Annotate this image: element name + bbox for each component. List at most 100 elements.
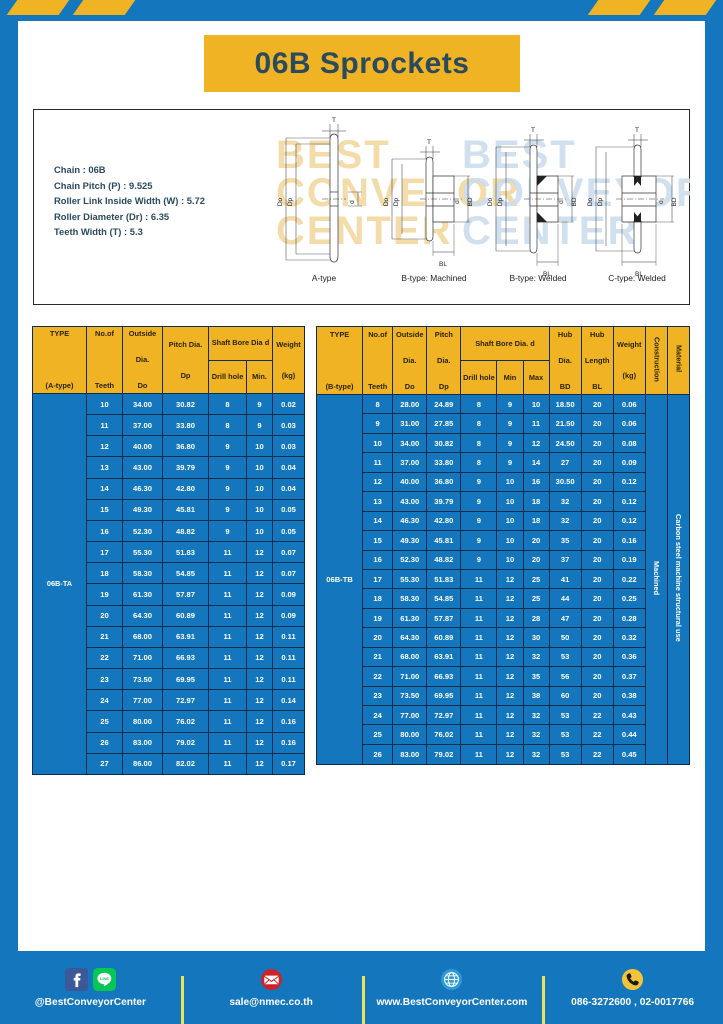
email-icon[interactable] (260, 968, 283, 991)
svg-text:BD: BD (467, 197, 474, 206)
cell-teeth: 11 (86, 414, 123, 437)
th-b-weight: Weight (kg) (612, 326, 646, 395)
globe-icon[interactable] (440, 968, 463, 991)
cell-teeth: 21 (362, 646, 394, 668)
table-row: 21 68.00 63.91 11 12 32 53 20 0.36 (317, 646, 690, 668)
cell-min: 12 (496, 685, 524, 707)
table-row: 16 52.30 48.82 9 10 20 37 20 0.19 (317, 549, 690, 570)
table-b-type: TYPE (B-type) No.of Teeth (315, 326, 691, 765)
drawing-b-type-welded: T Do Dp d BD BL B-type: Welded (484, 114, 592, 283)
cell-teeth: 23 (362, 685, 394, 707)
cell-teeth: 17 (86, 541, 123, 564)
footer-social: LINE @BestConveyorCenter (0, 968, 181, 1008)
cell-bd: 32 (548, 491, 582, 512)
th-a-type: TYPE (A-type) (32, 326, 87, 394)
table-row: 20 64.30 60.89 11 12 0.09 (33, 604, 305, 627)
cell-drill: 11 (460, 607, 498, 629)
cell-max: 16 (522, 471, 550, 493)
cell-construction: Machined (644, 394, 668, 765)
cell-teeth: 26 (362, 743, 394, 765)
footer-email: sale@nmec.co.th (180, 968, 362, 1024)
cell-drill: 8 (460, 393, 498, 415)
cell-do: 34.00 (392, 432, 428, 454)
cell-drill: 11 (460, 743, 498, 765)
cell-drill: 8 (460, 452, 498, 473)
facebook-icon[interactable] (64, 968, 88, 991)
cell-drill: 9 (460, 510, 498, 532)
table-row: 17 55.30 51.83 11 12 0.07 (33, 541, 305, 564)
cell-weight: 0.07 (272, 541, 305, 564)
cell-weight: 0.11 (272, 646, 305, 670)
cell-teeth: 20 (362, 627, 394, 648)
cell-dp: 33.80 (162, 414, 209, 437)
cell-dp: 54.85 (162, 562, 209, 585)
cell-bd: 53 (548, 646, 582, 668)
cell-drill: 11 (460, 724, 498, 745)
cell-do: 80.00 (122, 710, 163, 733)
cell-min: 12 (246, 710, 273, 733)
th-a-pitch-dia: Pitch Dia. Dp (162, 326, 209, 394)
svg-text:d: d (454, 200, 461, 204)
cell-bl: 20 (580, 393, 614, 415)
cell-bd: 53 (548, 704, 582, 726)
svg-text:T: T (427, 139, 431, 146)
cell-bd: 53 (548, 743, 582, 765)
cell-teeth: 24 (86, 689, 123, 712)
cell-min: 12 (496, 588, 524, 609)
corner-stripe-2 (72, 0, 136, 15)
cell-drill: 11 (460, 588, 498, 609)
cell-min: 12 (496, 627, 524, 648)
cell-teeth: 18 (362, 588, 394, 609)
cell-do: 61.30 (122, 583, 163, 606)
cell-min: 12 (246, 668, 273, 691)
cell-bl: 22 (580, 704, 614, 726)
line-icon[interactable]: LINE (92, 968, 116, 991)
corner-stripe-1 (6, 0, 70, 15)
cell-drill: 9 (460, 549, 498, 570)
cell-weight: 0.45 (612, 743, 646, 765)
cell-min: 10 (246, 435, 273, 458)
cell-teeth: 22 (362, 666, 394, 687)
cell-dp: 42.80 (162, 477, 209, 500)
th-a-drill-hole: Drill hole (208, 359, 247, 394)
cell-weight: 0.17 (272, 752, 305, 776)
cell-max: 32 (522, 743, 550, 765)
cell-dp: 76.02 (162, 710, 209, 733)
cell-drill: 9 (208, 435, 247, 458)
th-b-pitch-dia: Pitch Dia. Dp (426, 326, 462, 395)
cell-teeth: 26 (86, 731, 123, 754)
cell-drill: 11 (208, 604, 247, 627)
cell-min: 12 (496, 666, 524, 687)
cell-drill: 11 (460, 666, 498, 687)
table-row: 25 80.00 76.02 11 12 32 53 22 0.44 (317, 724, 690, 745)
cell-dp: 48.82 (426, 549, 462, 570)
cell-drill: 11 (208, 752, 247, 776)
cell-max: 30 (522, 627, 550, 648)
svg-text:Dp: Dp (287, 197, 294, 206)
cell-bl: 20 (580, 588, 614, 609)
cell-bl: 20 (580, 549, 614, 570)
content-sheet: 06B Sprockets Chain : 06B Chain Pitch (P… (18, 21, 705, 951)
contact-footer: LINE @BestConveyorCenter sale@nmec.co.th (0, 951, 723, 1024)
cell-min: 12 (246, 646, 273, 670)
cell-do: 43.00 (122, 456, 163, 479)
cell-teeth: 18 (86, 562, 123, 585)
chain-spec-list: Chain : 06B Chain Pitch (P) : 9.525 Roll… (54, 162, 205, 240)
cell-bd: 18.50 (548, 393, 582, 415)
cell-do: 43.00 (392, 491, 428, 512)
cell-weight: 0.16 (272, 731, 305, 754)
phone-icon[interactable] (621, 968, 644, 991)
cell-dp: 72.97 (426, 704, 462, 726)
cell-teeth: 13 (86, 456, 123, 479)
cell-drill: 11 (460, 646, 498, 668)
cell-bd: 47 (548, 607, 582, 629)
cell-min: 12 (496, 646, 524, 668)
cell-max: 28 (522, 607, 550, 629)
cell-dp: 36.80 (426, 471, 462, 493)
cell-drill: 8 (208, 392, 247, 416)
cell-bd: 24.50 (548, 432, 582, 454)
cell-teeth: 27 (86, 752, 123, 776)
cell-min: 12 (496, 568, 524, 590)
cell-drill: 9 (460, 491, 498, 512)
